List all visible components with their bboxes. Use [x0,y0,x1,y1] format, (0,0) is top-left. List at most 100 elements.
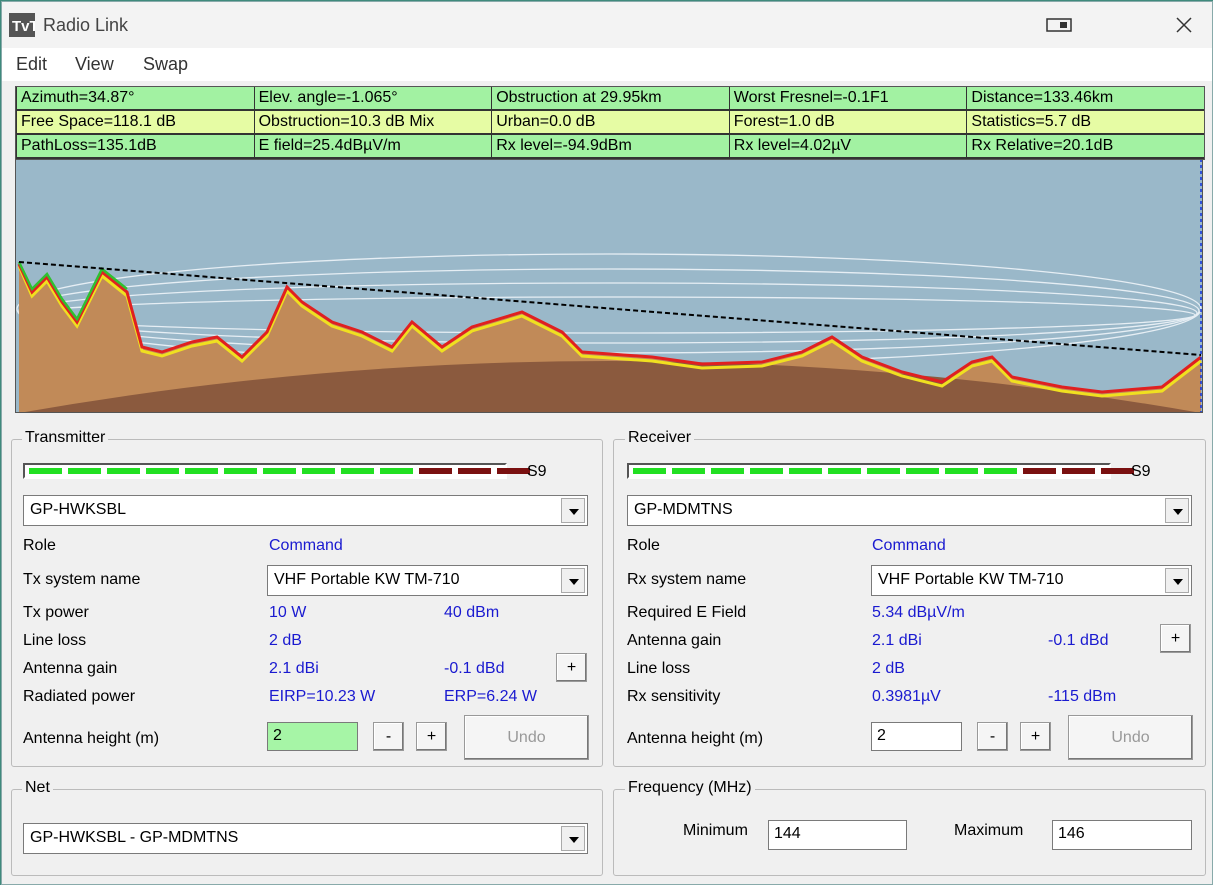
dropdown-arrow[interactable] [1165,568,1189,593]
meter-segment [984,468,1017,474]
undo-button[interactable]: Undo [464,715,589,760]
field-label: Tx power [23,604,89,621]
antenna-button[interactable]: + [1160,624,1191,653]
menu-bar: Edit View Swap [2,48,1212,81]
receiver-group [613,439,1206,767]
field-label: Line loss [23,632,87,649]
window-title: Radio Link [43,15,129,35]
meter-segment [107,468,140,474]
field-value: 2 dB [872,660,905,677]
meter-segment [380,468,413,474]
meter-segment [1023,468,1056,474]
signal-meter [23,463,530,479]
menu-item[interactable]: Swap [143,54,189,74]
meter-segment [302,468,335,474]
app-icon: TvT [9,13,35,37]
stat-cell: Worst Fresnel=-0.1F1 [729,87,967,109]
min-frequency-input[interactable]: 144 [768,820,907,850]
field-value: -0.1 dBd [1048,632,1109,649]
group-label: Transmitter [22,429,109,447]
field-label: Maximum [954,822,1024,839]
field-value: 0.3981µV [872,688,941,705]
field-value: 5.34 dBµV/m [872,604,965,621]
field-value: 40 dBm [444,604,500,621]
decrease-button[interactable]: - [977,722,1008,751]
transmitter-group [11,439,603,767]
title-bar: TvT Radio Link [2,2,1212,48]
meter-segment [789,468,822,474]
undo-button[interactable]: Undo [1068,715,1193,760]
stats-table: Azimuth=34.87° Elev. angle=-1.065° Obstruc… [15,86,1205,160]
group-label: Net [22,779,53,797]
height-input[interactable]: 2 [267,722,358,751]
field-label: Required E Field [627,604,747,621]
stat-cell: E field=25.4dBµV/m [254,135,492,157]
meter-segment [1101,468,1134,474]
terrain-profile [15,159,1203,413]
meter-segment [1062,468,1095,474]
dropdown-arrow[interactable] [561,568,585,593]
stat-cell: Elev. angle=-1.065° [254,87,492,109]
group-label: Receiver [625,429,695,447]
field-value: -115 dBm [1048,688,1117,705]
dropdown-text: VHF Portable KW TM-710 [878,571,1064,588]
field-value: Command [872,537,946,554]
field-value: Command [269,537,343,554]
meter-segment [497,468,530,474]
dropdown-arrow[interactable] [561,826,585,851]
station-dropdown[interactable]: GP-MDMTNS [627,495,1192,526]
net-dropdown[interactable]: GP-HWKSBL - GP-MDMTNS [23,823,588,854]
increase-button[interactable]: + [416,722,447,751]
meter-segment [750,468,783,474]
stat-cell: Statistics=5.7 dB [967,111,1204,133]
dropdown-text: VHF Portable KW TM-710 [274,571,460,588]
system-dropdown[interactable]: VHF Portable KW TM-710 [871,565,1192,596]
decrease-button[interactable]: - [373,722,404,751]
net-group [11,789,603,876]
s-meter-label: S9 [527,463,547,480]
stat-cell: Forest=1.0 dB [729,111,967,133]
height-input[interactable]: 2 [871,722,962,751]
field-label: Line loss [627,660,691,677]
meter-segment [906,468,939,474]
meter-segment [146,468,179,474]
meter-segment [224,468,257,474]
signal-meter [627,463,1134,479]
restore-icon[interactable] [1046,17,1074,35]
meter-segment [29,468,62,474]
field-label: Role [23,537,56,554]
station-dropdown[interactable]: GP-HWKSBL [23,495,588,526]
meter-segment [867,468,900,474]
meter-segment [458,468,491,474]
antenna-button[interactable]: + [556,653,587,682]
field-label: Minimum [683,822,748,839]
dropdown-text: GP-MDMTNS [634,501,733,518]
dropdown-text: GP-HWKSBL [30,501,127,518]
stat-cell: PathLoss=135.1dB [17,135,254,157]
meter-segment [341,468,374,474]
stat-cell: Free Space=118.1 dB [17,111,254,133]
meter-segment [633,468,666,474]
stat-cell: Rx Relative=20.1dB [967,135,1204,157]
dropdown-arrow[interactable] [561,498,585,523]
meter-segment [672,468,705,474]
menu-item[interactable]: Edit [16,54,48,74]
field-value: EIRP=10.23 W [269,688,376,705]
system-dropdown[interactable]: VHF Portable KW TM-710 [267,565,588,596]
meter-segment [263,468,296,474]
dropdown-text: GP-HWKSBL - GP-MDMTNS [30,829,239,846]
menu-item[interactable]: View [75,54,114,74]
dropdown-arrow[interactable] [1165,498,1189,523]
increase-button[interactable]: + [1020,722,1051,751]
stat-cell: Azimuth=34.87° [17,87,254,109]
meter-segment [68,468,101,474]
close-button[interactable] [1175,16,1193,34]
field-value: 10 W [269,604,307,621]
stat-cell: Rx level=-94.9dBm [492,135,729,157]
field-label: Antenna height (m) [627,730,764,747]
meter-segment [828,468,861,474]
max-frequency-input[interactable]: 146 [1052,820,1192,850]
s-meter-label: S9 [1131,463,1151,480]
field-label: Rx system name [627,571,747,588]
field-label: Antenna height (m) [23,730,160,747]
